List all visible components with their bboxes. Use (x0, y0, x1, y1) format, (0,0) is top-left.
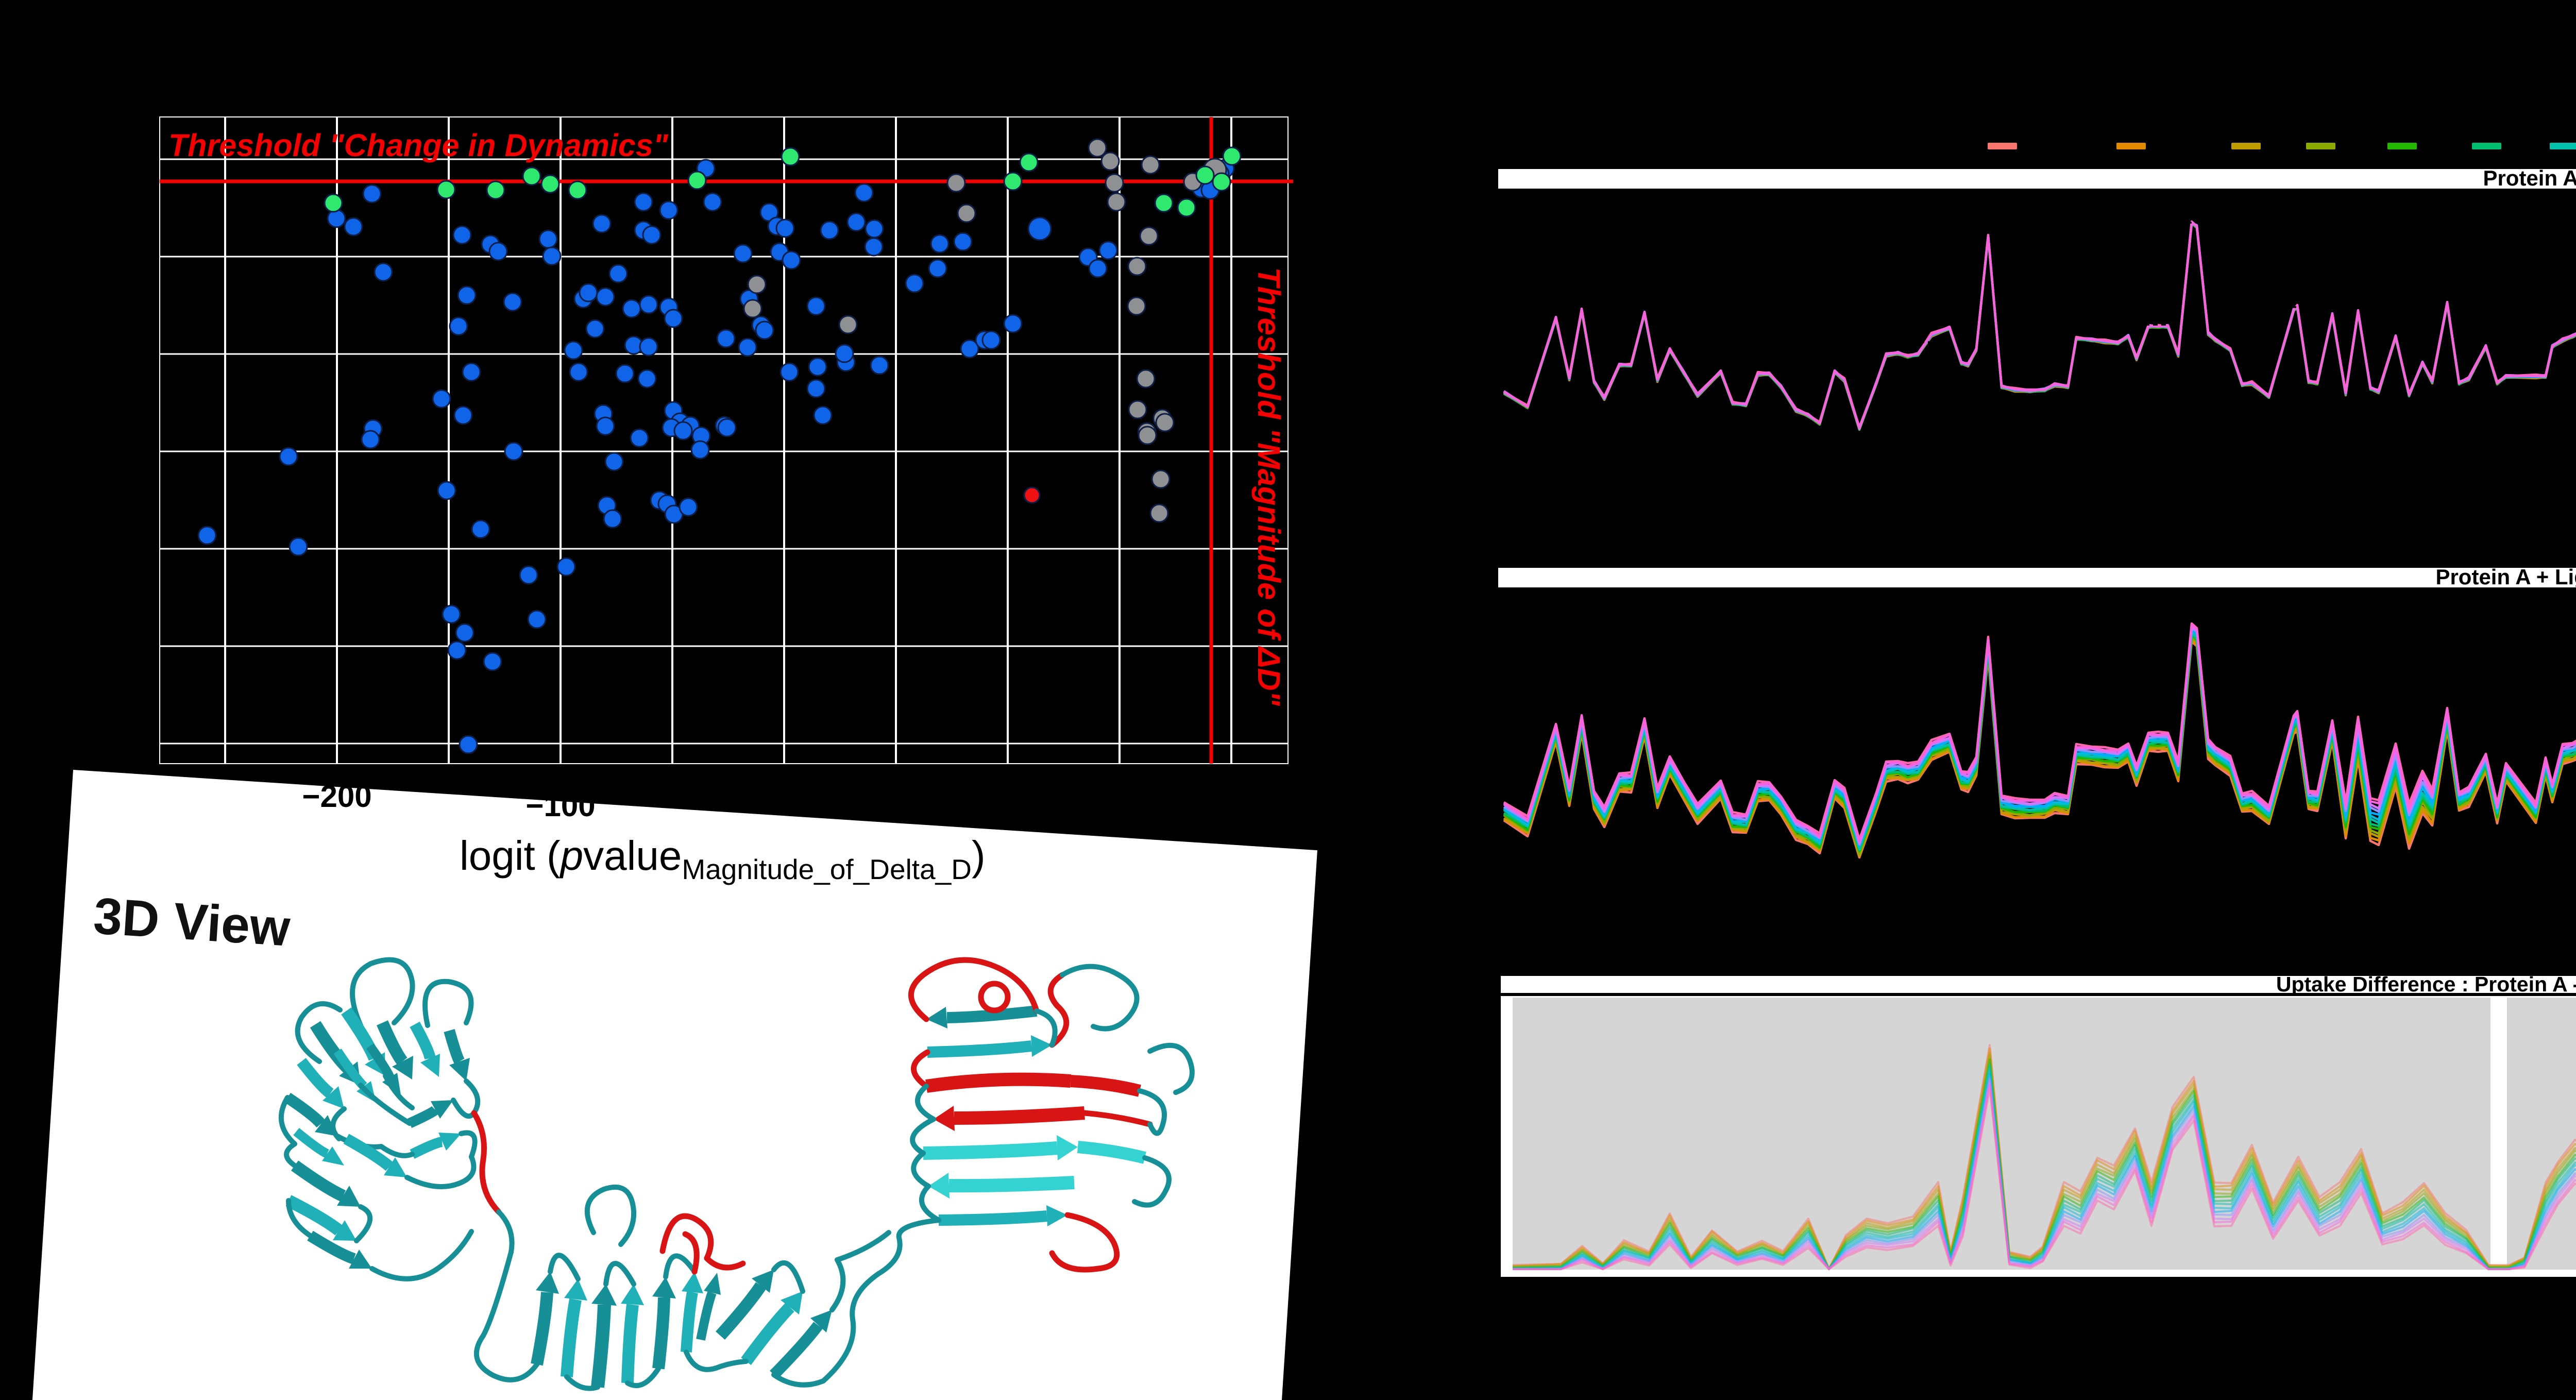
svg-text:Uptake Difference : Protein A: Uptake Difference : Protein A - (Protein… (2276, 972, 2576, 996)
svg-text:3D View: 3D View (92, 887, 292, 957)
svg-text:Protein A + Ligand: Protein A + Ligand (2435, 565, 2576, 589)
svg-text:−100: −100 (526, 788, 595, 823)
svg-text:Threshold "Change in Dynamics": Threshold "Change in Dynamics" (168, 128, 669, 163)
svg-text:Threshold "Magnitude of ΔD": Threshold "Magnitude of ΔD" (1251, 267, 1286, 706)
svg-text:Protein A: Protein A (2483, 166, 2576, 190)
svg-text:−200: −200 (302, 779, 371, 814)
